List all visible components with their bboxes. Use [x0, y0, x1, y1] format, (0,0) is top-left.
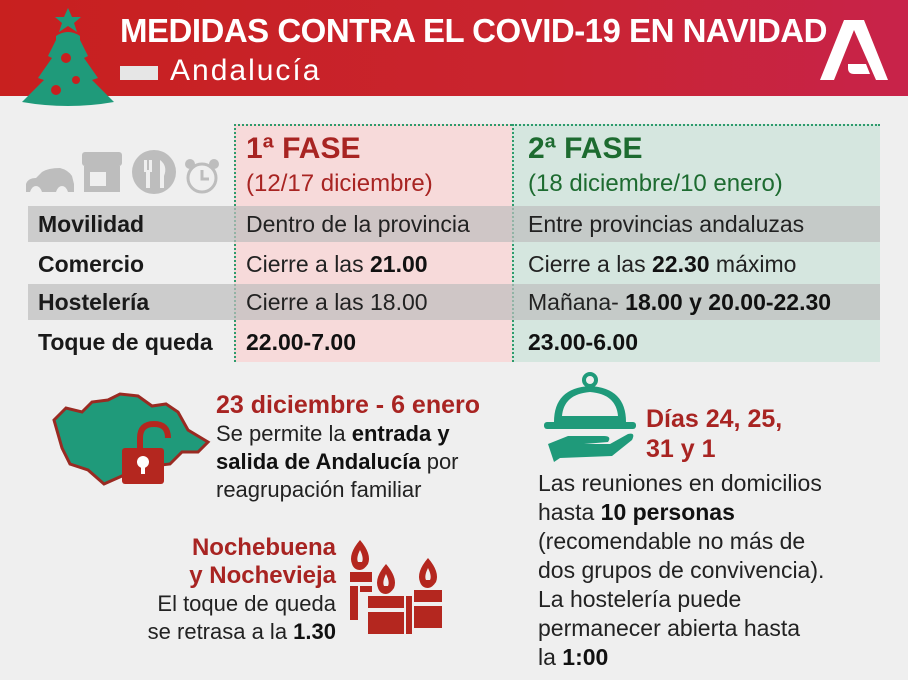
- shop-icon: [82, 152, 122, 192]
- andalucia-map-unlocked-icon: [52, 392, 211, 486]
- gatherings-line-5: La hostelería puede: [538, 586, 742, 612]
- holidays-line-2: se retrasa a la 1.30: [147, 619, 336, 644]
- travel-section: 23 diciembre - 6 enero Se permite la ent…: [216, 390, 480, 504]
- row-label-movilidad: Movilidad: [38, 211, 145, 237]
- junta-andalucia-logo: [820, 20, 888, 80]
- phase-1-column: 1ª FASE (12/17 diciembre): [234, 124, 512, 362]
- travel-line-2: salida de Andalucía por: [216, 449, 459, 474]
- phase-2-column: 2ª FASE (18 diciembre/10 enero): [512, 124, 880, 362]
- cell-movilidad-phase2: Entre provincias andaluzas: [528, 211, 805, 237]
- row-band-movilidad: [28, 206, 880, 242]
- cell-hosteleria-phase2: Mañana- 18.00 y 20.00-22.30: [528, 289, 832, 315]
- category-icons: [26, 150, 219, 194]
- restaurant-icon: [132, 150, 176, 194]
- travel-title: 23 diciembre - 6 enero: [216, 391, 481, 419]
- holidays-line-1: El toque de queda: [157, 591, 336, 616]
- row-band-hosteleria: [28, 284, 880, 320]
- row-label-toque-de-queda: Toque de queda: [38, 329, 213, 355]
- gatherings-line-7: la 1:00: [538, 644, 609, 670]
- region-subtitle: Andalucía: [170, 54, 322, 87]
- gatherings-line-1: Las reuniones en domicilios: [538, 470, 822, 496]
- gatherings-line-4: dos grupos de convivencia).: [538, 557, 825, 583]
- gatherings-line-3: (recomendable no más de: [538, 528, 806, 554]
- subtitle-bar: [120, 66, 158, 80]
- header-banner: MEDIDAS CONTRA EL COVID-19 EN NAVIDAD An…: [0, 0, 908, 106]
- holidays-section: Nochebuena y Nochevieja El toque de qued…: [110, 534, 336, 646]
- cell-comercio-phase2: Cierre a las 22.30 máximo: [528, 251, 797, 277]
- travel-line-1: Se permite la entrada y: [216, 421, 450, 446]
- phase-1-dates: (12/17 diciembre): [246, 170, 433, 197]
- cell-movilidad-phase1: Dentro de la provincia: [246, 211, 470, 237]
- page-title: MEDIDAS CONTRA EL COVID-19 EN NAVIDAD: [120, 12, 827, 49]
- phase-1-title: 1ª FASE: [246, 132, 361, 165]
- phase-2-title: 2ª FASE: [528, 132, 643, 165]
- alarm-clock-icon: [186, 162, 218, 194]
- cell-toque-phase1: 22.00-7.00: [246, 329, 356, 355]
- christmas-tree-icon: [22, 8, 114, 106]
- cell-comercio-phase1: Cierre a las 21.00: [246, 251, 428, 277]
- gatherings-line-6: permanecer abierta hasta: [538, 615, 801, 641]
- car-icon: [26, 168, 74, 192]
- row-label-comercio: Comercio: [38, 251, 145, 277]
- holidays-title-2: y Nochevieja: [189, 562, 336, 589]
- phase-2-dates: (18 diciembre/10 enero): [528, 170, 783, 197]
- gatherings-line-2: hasta 10 personas: [538, 499, 735, 525]
- gatherings-title: Días 24, 25, 31 y 1: [646, 405, 783, 463]
- holidays-title-1: Nochebuena: [191, 534, 336, 561]
- cell-toque-phase2: 23.00-6.00: [528, 329, 638, 355]
- serving-cloche-icon: [544, 372, 636, 462]
- travel-line-3: reagrupación familiar: [216, 477, 422, 502]
- row-label-hosteleria: Hostelería: [38, 289, 150, 315]
- cell-hosteleria-phase1: Cierre a las 18.00: [246, 289, 428, 315]
- gatherings-section: Las reuniones en domicilios hasta 10 per…: [538, 469, 824, 672]
- candles-icon: [350, 540, 442, 634]
